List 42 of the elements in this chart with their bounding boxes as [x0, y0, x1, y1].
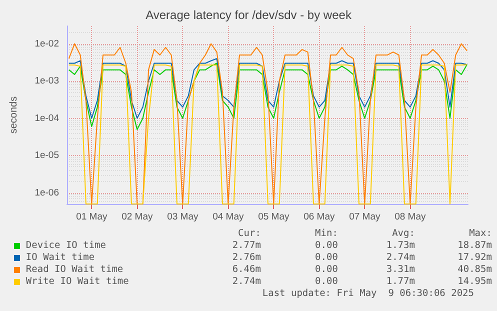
line-series	[68, 58, 468, 119]
legend-label: Device IO time	[26, 240, 107, 252]
text: 0.00	[314, 240, 338, 252]
text: 6.46m	[231, 264, 261, 276]
text: Min:	[314, 228, 338, 240]
text: Avg:	[391, 228, 415, 240]
y-tick-label: 1e-02	[34, 38, 59, 50]
text: 0.00	[314, 276, 338, 288]
y-axis-title: seconds	[8, 96, 20, 134]
legend-label: IO Wait time	[26, 252, 96, 264]
text: 2.76m	[231, 252, 261, 264]
text: 3.31m	[385, 264, 415, 276]
y-tick-label: 1e-04	[34, 112, 59, 124]
x-tick-label: 08 May	[394, 212, 426, 222]
text: Max:	[468, 228, 492, 240]
text: 0.00	[314, 252, 338, 264]
line-series	[68, 62, 468, 130]
text: 18.87m	[456, 240, 492, 252]
y-tick-label: 1e-06	[34, 187, 59, 198]
y-tick-label: 1e-03	[34, 76, 59, 87]
text: 14.95m	[456, 276, 492, 288]
x-tick-label: 03 May	[167, 212, 198, 222]
x-tick-label: 01 May	[76, 212, 108, 222]
text: 40.85m	[456, 264, 492, 276]
text: 0.00	[314, 264, 338, 276]
legend-label: Write IO Wait time	[26, 276, 130, 288]
text: 2.77m	[231, 240, 261, 252]
x-tick-label: 05 May	[258, 212, 290, 222]
text: 2.74m	[385, 252, 415, 264]
text: 17.92m	[456, 252, 492, 264]
x-tick-label: 07 May	[349, 212, 380, 222]
text: 1.73m	[385, 240, 415, 252]
text: Last update: Fri May 9 06:30:06 2025	[261, 288, 475, 300]
text: Cur:	[237, 228, 261, 240]
x-tick-label: 04 May	[212, 212, 244, 222]
y-tick-label: 1e-05	[34, 150, 59, 162]
text: 2.74m	[231, 276, 261, 288]
legend-label: Read IO Wait time	[26, 264, 124, 276]
chart-title: Average latency for /dev/sdv - by week	[146, 8, 352, 22]
text: 1.77m	[385, 276, 415, 288]
x-tick-label: 06 May	[304, 212, 335, 222]
x-tick-label: 02 May	[122, 212, 153, 222]
